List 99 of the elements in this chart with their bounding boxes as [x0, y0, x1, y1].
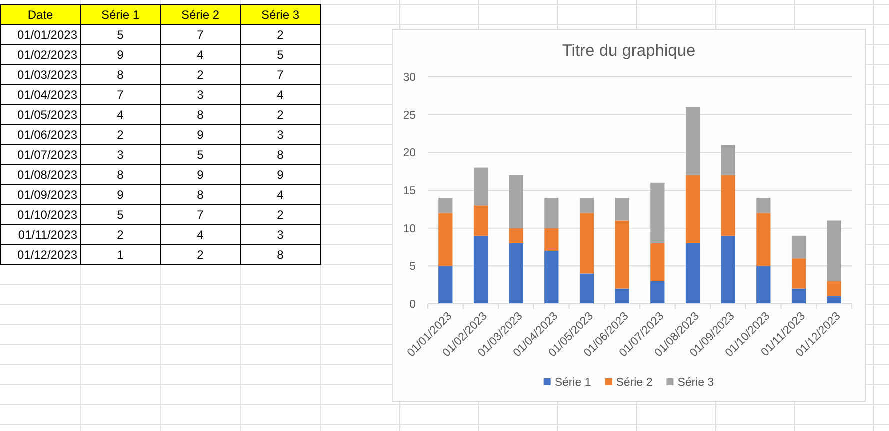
bar	[721, 236, 736, 304]
bar	[438, 198, 453, 214]
data-label: 9	[117, 48, 124, 62]
data-label: 7	[197, 208, 204, 222]
bar	[686, 175, 700, 244]
bar	[438, 213, 453, 266]
data-label: 4	[117, 108, 124, 122]
bar	[792, 258, 806, 289]
data-label: 3	[277, 228, 284, 242]
legend-label: Série 2	[616, 377, 653, 390]
bar	[509, 243, 524, 304]
y-tick-label: 10	[403, 223, 416, 236]
data-label: 9	[197, 128, 204, 142]
bar	[615, 288, 630, 304]
bar	[792, 288, 806, 304]
chart-title: Titre du graphique	[562, 42, 696, 60]
data-label: 5	[117, 208, 124, 222]
data-label: 9	[117, 188, 124, 202]
bar	[827, 296, 842, 304]
y-tick-label: 01/11/2023	[18, 228, 78, 242]
bar	[580, 198, 594, 214]
y-tick-label: 30	[403, 72, 416, 84]
data-label: 4	[197, 48, 204, 62]
bar	[474, 236, 488, 304]
data-label: 2	[277, 108, 284, 122]
data-label: 5	[277, 48, 284, 62]
data-label: 2	[117, 128, 124, 142]
data-label: 8	[197, 108, 204, 122]
y-tick-label: 01/02/2023	[17, 48, 78, 62]
x-tick-label: Série 3	[261, 8, 300, 22]
x-tick-label: Série 1	[101, 8, 140, 22]
data-label: 1	[117, 248, 124, 262]
y-tick-label: 01/03/2023	[17, 68, 78, 82]
data-label: 5	[197, 148, 204, 162]
y-tick-label: 01/01/2023	[17, 28, 78, 42]
bar	[792, 236, 806, 259]
data-label: 4	[197, 228, 204, 242]
bar	[509, 228, 524, 244]
bar	[650, 243, 665, 282]
bar	[580, 274, 594, 304]
bar	[827, 220, 842, 282]
bar	[686, 243, 700, 304]
y-tick-label: 01/09/2023	[17, 188, 78, 202]
data-label: 2	[117, 228, 124, 242]
data-label: 7	[197, 28, 204, 42]
data-label: 2	[277, 208, 284, 222]
data-label: 3	[117, 148, 124, 162]
bar	[721, 175, 736, 236]
bar	[544, 198, 559, 228]
bar	[615, 220, 630, 289]
bar	[474, 206, 488, 236]
y-tick-label: 01/12/2023	[17, 248, 78, 262]
data-label: 8	[117, 168, 124, 182]
data-label: 3	[277, 128, 284, 142]
data-label: 8	[277, 248, 284, 262]
y-tick-label: 25	[403, 110, 416, 122]
y-tick-label: 01/05/2023	[17, 108, 78, 122]
bar	[827, 281, 842, 296]
y-tick-label: 5	[410, 261, 416, 274]
data-label: 4	[277, 88, 284, 102]
x-tick-label: Série 2	[181, 8, 220, 22]
y-tick-label: 01/10/2023	[17, 208, 78, 222]
data-label: 3	[197, 88, 204, 102]
bar	[509, 175, 524, 228]
bar	[438, 266, 453, 304]
data-label: 4	[277, 188, 284, 202]
y-tick-label: 0	[410, 299, 416, 312]
y-tick-label: 01/07/2023	[17, 148, 78, 162]
bar	[474, 168, 488, 206]
bar	[756, 266, 771, 304]
data-label: 8	[277, 148, 284, 162]
bar	[721, 145, 736, 176]
bar	[580, 213, 594, 274]
bar	[686, 107, 700, 176]
y-tick-label: 15	[403, 186, 416, 198]
bar	[650, 182, 665, 244]
data-label: 8	[117, 68, 124, 82]
bar	[756, 198, 771, 214]
data-label: 2	[197, 68, 204, 82]
data-label: 9	[197, 168, 204, 182]
bar	[650, 281, 665, 304]
y-tick-label: 01/04/2023	[17, 88, 78, 102]
y-tick-label: 20	[403, 148, 416, 160]
bar	[544, 251, 559, 304]
y-tick-label: 01/08/2023	[17, 168, 78, 182]
y-tick-label: 01/06/2023	[17, 128, 78, 142]
data-label: 7	[277, 68, 284, 82]
legend-label: Série 1	[554, 377, 592, 390]
data-label: 8	[197, 188, 204, 202]
data-label: 9	[277, 168, 284, 182]
bar	[615, 198, 630, 221]
data-label: 2	[277, 28, 284, 42]
legend-label: Série 3	[678, 377, 714, 390]
y-axis-title: Date	[28, 8, 54, 22]
data-label: 7	[117, 88, 124, 102]
data-label: 5	[117, 28, 124, 42]
bar	[756, 213, 771, 266]
data-label: 2	[197, 248, 204, 262]
bar	[544, 228, 559, 252]
